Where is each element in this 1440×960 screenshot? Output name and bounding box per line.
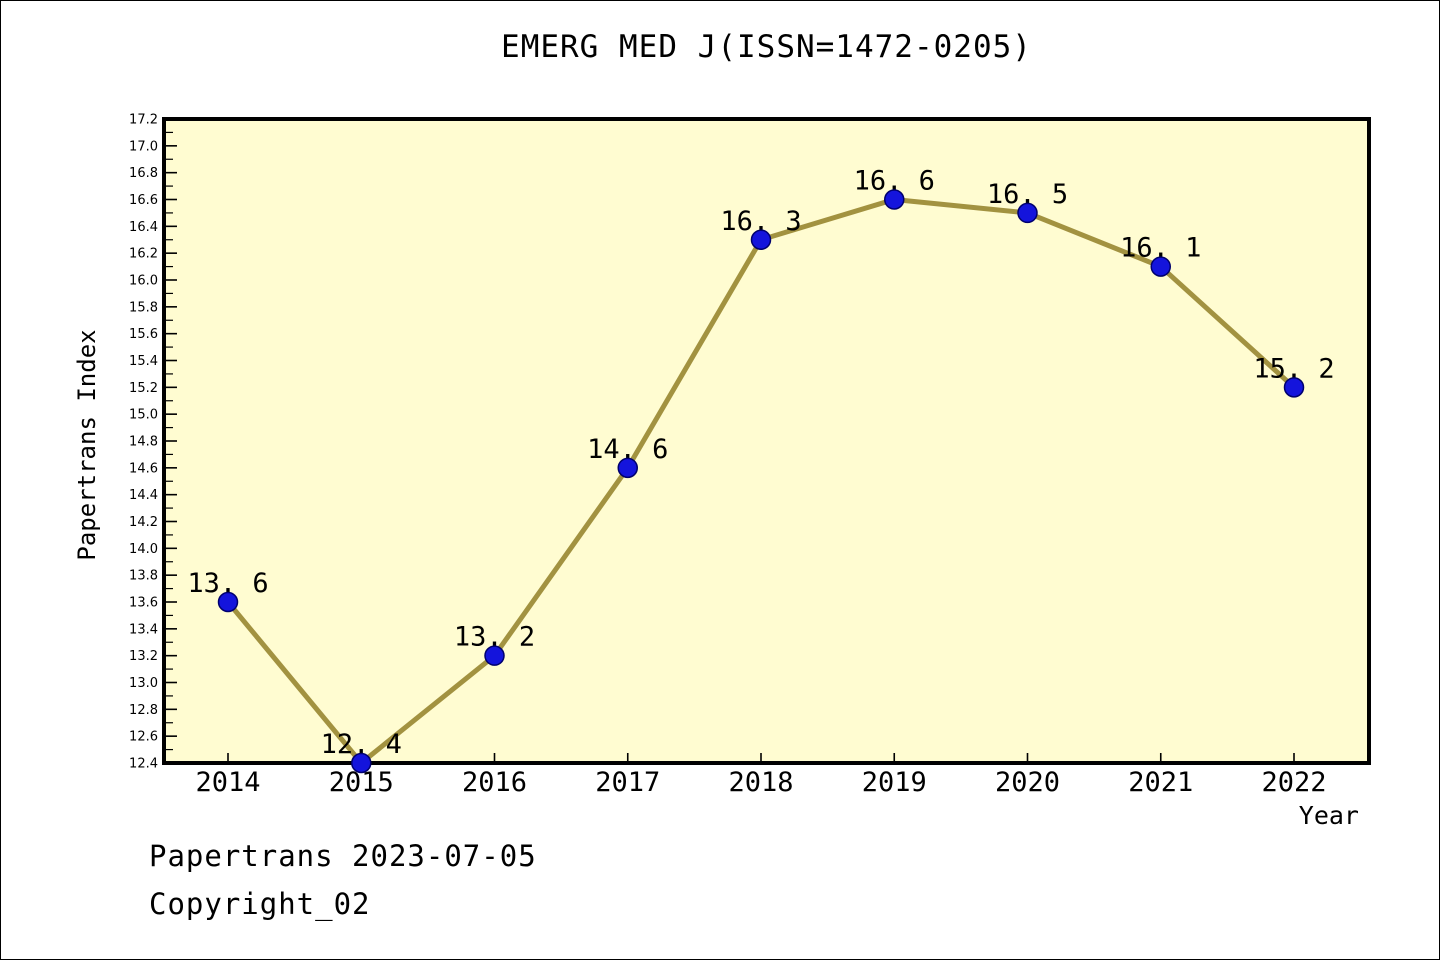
y-tick-label: 13.8 <box>129 569 158 584</box>
data-point-2017 <box>617 457 638 479</box>
y-tick-label: 14.0 <box>129 542 158 557</box>
footer-copyright: Copyright_02 <box>149 887 371 921</box>
y-tick-label: 12.8 <box>129 703 158 718</box>
data-point-2018 <box>750 229 772 250</box>
y-tick-label: 14.4 <box>129 488 158 503</box>
chart-title: EMERG MED J(ISSN=1472-0205) <box>501 29 1032 65</box>
y-tick-label: 13.4 <box>129 622 158 637</box>
x-tick-label: 2020 <box>995 767 1060 798</box>
y-tick-label: 15.4 <box>129 354 158 369</box>
y-tick-label: 16.8 <box>129 166 158 181</box>
data-point-2014 <box>217 591 239 613</box>
data-point-2019 <box>884 189 905 210</box>
x-tick-label: 2017 <box>595 767 660 798</box>
x-tick-label: 2014 <box>195 767 260 798</box>
y-tick-label: 15.0 <box>129 408 158 423</box>
x-tick-label: 2021 <box>1128 767 1193 798</box>
y-tick-label: 12.6 <box>129 730 158 745</box>
y-tick-label: 16.2 <box>129 247 158 262</box>
y-tick-label: 14.8 <box>129 435 158 450</box>
y-tick-label: 13.6 <box>129 596 158 611</box>
y-tick-label: 16.0 <box>129 274 158 289</box>
data-point-2015 <box>351 752 372 774</box>
y-tick-label: 14.6 <box>129 461 158 476</box>
footer-source-date: Papertrans 2023-07-05 <box>149 839 537 873</box>
y-tick-label: 12.4 <box>129 757 158 772</box>
x-tick-label: 2022 <box>1261 767 1326 798</box>
y-tick-label: 17.2 <box>129 113 158 128</box>
y-tick-label: 17.0 <box>129 139 158 154</box>
data-point-2020 <box>1017 202 1038 224</box>
y-tick-label: 16.4 <box>129 220 158 235</box>
y-tick-label: 15.8 <box>129 300 158 315</box>
x-tick-label: 2016 <box>462 767 527 798</box>
data-point-2016 <box>484 645 505 666</box>
x-tick-label: 2018 <box>728 767 793 798</box>
data-point-2022 <box>1283 377 1305 398</box>
y-tick-label: 15.6 <box>129 327 158 342</box>
x-tick-label: 2019 <box>862 767 927 798</box>
y-tick-label: 16.6 <box>129 193 158 208</box>
y-tick-label: 15.2 <box>129 381 158 396</box>
x-axis-label: Year <box>1298 801 1359 830</box>
y-tick-label: 13.2 <box>129 649 158 664</box>
data-point-2021 <box>1150 256 1171 277</box>
y-tick-label: 14.2 <box>129 515 158 530</box>
plot-background <box>162 117 1371 765</box>
y-tick-label: 13.0 <box>129 676 158 691</box>
